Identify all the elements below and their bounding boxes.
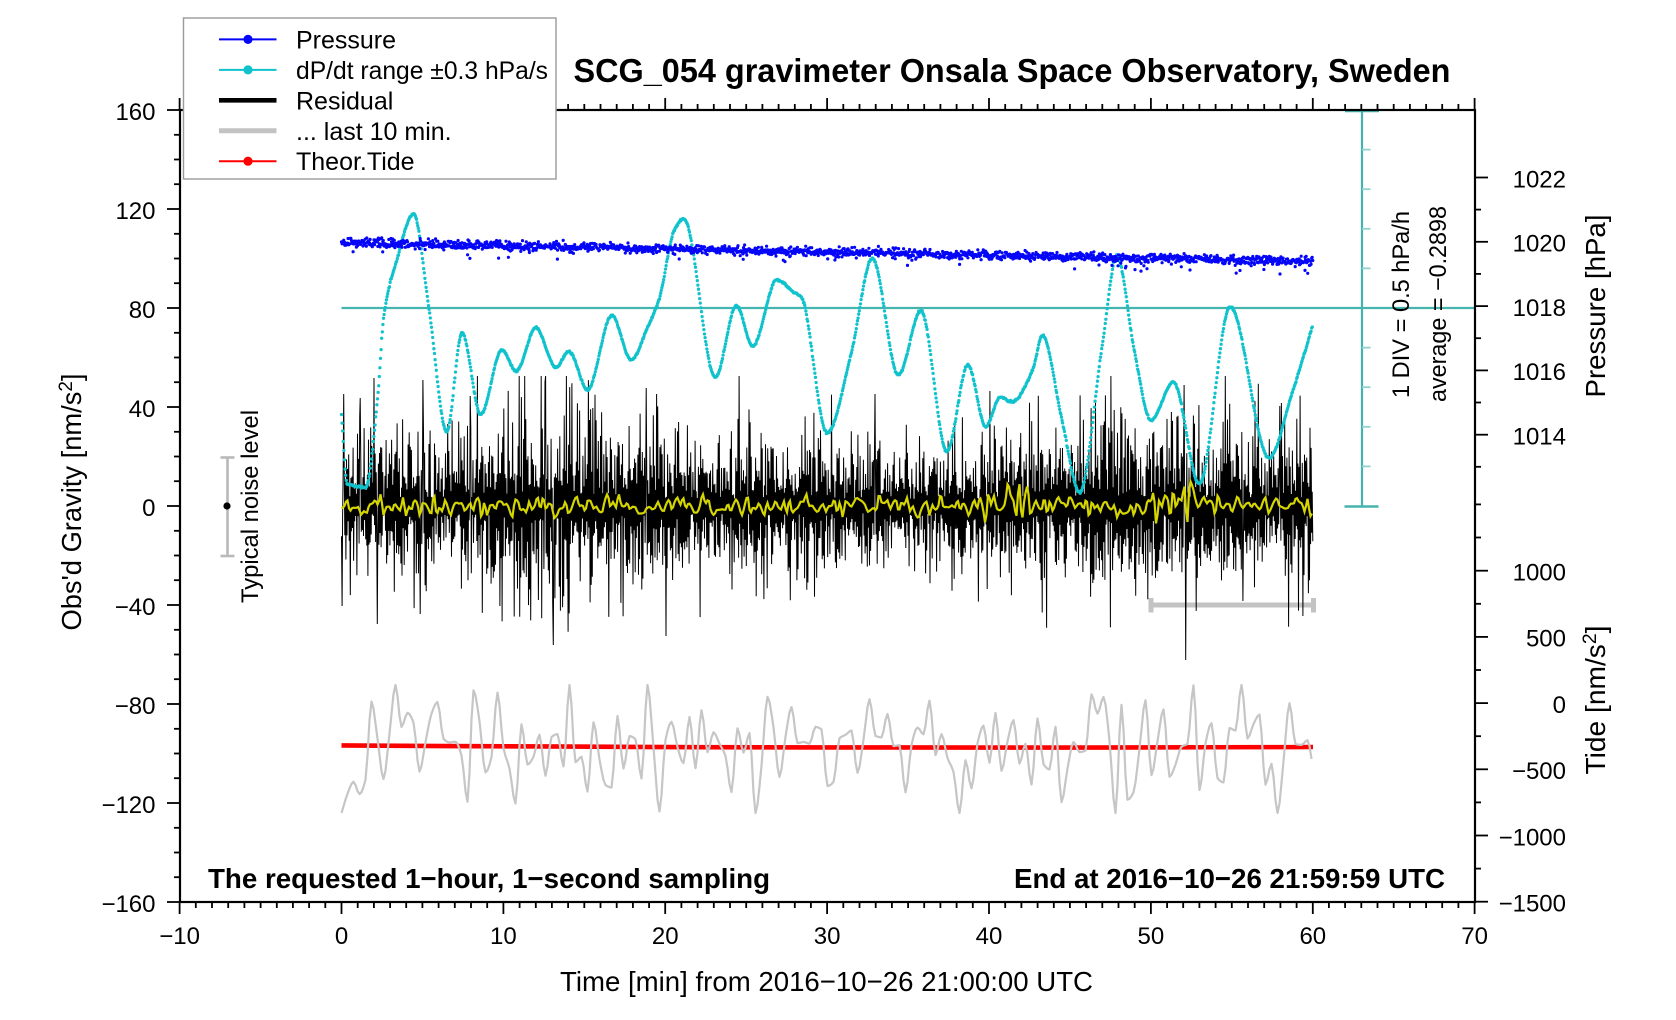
svg-text:−500: −500 [1512, 758, 1566, 785]
svg-text:1018: 1018 [1513, 295, 1566, 322]
svg-text:−80: −80 [115, 693, 156, 720]
svg-text:40: 40 [129, 396, 156, 423]
svg-text:70: 70 [1461, 923, 1488, 950]
svg-text:80: 80 [129, 297, 156, 324]
svg-text:average = −0.2898: average = −0.2898 [1425, 206, 1452, 402]
svg-text:dP/dt range ±0.3 hPa/s: dP/dt range ±0.3 hPa/s [296, 57, 548, 85]
svg-text:160: 160 [115, 99, 155, 126]
svg-text:1016: 1016 [1513, 359, 1566, 386]
svg-text:120: 120 [115, 198, 155, 225]
svg-text:The requested 1−hour, 1−second: The requested 1−hour, 1−second sampling [208, 863, 770, 894]
svg-text:Obs'd Gravity [nm/s2]: Obs'd Gravity [nm/s2] [56, 374, 87, 631]
svg-text:1000: 1000 [1513, 560, 1566, 587]
svg-text:1022: 1022 [1513, 166, 1566, 193]
svg-text:20: 20 [652, 923, 679, 950]
svg-text:Residual: Residual [296, 87, 393, 115]
svg-text:Pressure: Pressure [296, 26, 396, 54]
svg-text:60: 60 [1299, 923, 1326, 950]
svg-text:End at 2016−10−26 21:59:59 UTC: End at 2016−10−26 21:59:59 UTC [1014, 863, 1445, 894]
svg-text:−40: −40 [115, 594, 156, 621]
svg-text:1014: 1014 [1513, 424, 1566, 451]
svg-text:... last 10 min.: ... last 10 min. [296, 118, 452, 146]
svg-text:40: 40 [976, 923, 1003, 950]
svg-text:−1000: −1000 [1499, 824, 1566, 851]
svg-text:−10: −10 [159, 923, 200, 950]
svg-text:−160: −160 [101, 891, 155, 918]
svg-text:500: 500 [1526, 626, 1566, 653]
svg-text:Tide [nm/s2]: Tide [nm/s2] [1580, 626, 1611, 775]
svg-text:Pressure [hPa]: Pressure [hPa] [1580, 215, 1611, 398]
svg-text:−1500: −1500 [1499, 891, 1566, 918]
svg-text:−120: −120 [101, 792, 155, 819]
svg-text:1020: 1020 [1513, 231, 1566, 258]
svg-text:50: 50 [1138, 923, 1165, 950]
svg-text:10: 10 [490, 923, 517, 950]
svg-text:0: 0 [335, 923, 348, 950]
svg-text:0: 0 [1553, 692, 1566, 719]
svg-text:SCG_054 gravimeter Onsala Spac: SCG_054 gravimeter Onsala Space Observat… [574, 52, 1451, 89]
svg-text:Theor.Tide: Theor.Tide [296, 148, 415, 176]
svg-text:Typical noise level: Typical noise level [237, 410, 264, 603]
svg-text:30: 30 [814, 923, 841, 950]
svg-text:0: 0 [142, 495, 155, 522]
svg-text:Time [min] from 2016−10−26 21:: Time [min] from 2016−10−26 21:00:00 UTC [560, 966, 1093, 997]
svg-text:1 DIV = 0.5 hPa/h: 1 DIV = 0.5 hPa/h [1388, 211, 1415, 398]
